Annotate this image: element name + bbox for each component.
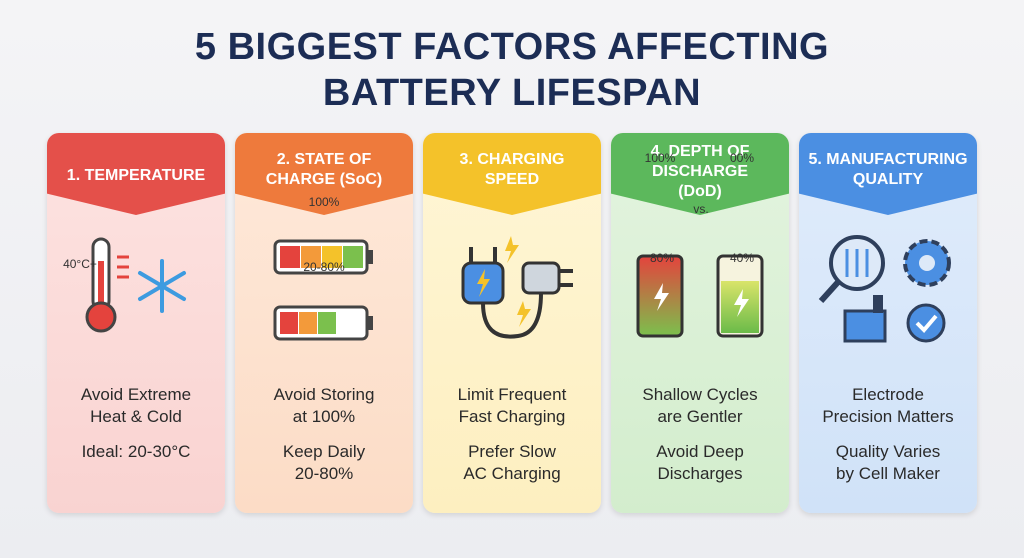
icon-label: 80% — [649, 251, 675, 265]
card-icon — [611, 221, 789, 376]
icon-label: 100% — [308, 195, 340, 209]
card-header: 3. CHARGING SPEED — [423, 133, 601, 215]
tip-text: Quality Varies — [835, 442, 941, 461]
icon-label: 100% — [644, 151, 676, 165]
header-text: 2. STATE OF — [276, 151, 372, 168]
tip-text: Electrode — [852, 385, 924, 404]
tip-text: Discharges — [657, 464, 743, 483]
card-icon — [423, 221, 601, 376]
header-text: SPEED — [484, 171, 540, 188]
tip-text: Ideal: 20-30°C — [81, 442, 191, 461]
icon-label: 00% — [729, 151, 755, 165]
tip-text: Prefer Slow — [468, 442, 556, 461]
icon-graphic — [85, 237, 186, 333]
tip-text: Avoid Deep — [656, 442, 744, 461]
header-text: CHARGE (SoC) — [265, 171, 383, 188]
header-text: 3. CHARGING — [459, 151, 565, 168]
tip-text: Fast Charging — [458, 407, 566, 426]
icon-label: vs. — [693, 202, 709, 216]
title-line: 5 BIGGEST FACTORS AFFECTING — [194, 26, 830, 68]
header-text: 5. MANUFACTURING — [808, 151, 968, 168]
icon-label: 40°C+ — [63, 257, 97, 271]
icon-graphic — [273, 239, 373, 341]
icon-graphic — [818, 235, 951, 343]
factor-card: 3. CHARGING SPEED Limit Frequent Fast Charg… — [423, 133, 601, 513]
icon-label: 20-80% — [303, 260, 345, 274]
factor-card: 1. TEMPERATURE 40°C+ Avoid Extreme Heat & C… — [47, 133, 225, 513]
card-header: 5. MANUFACTURING QUALITY — [799, 133, 977, 215]
icon-graphic — [461, 236, 573, 339]
factor-card: 4. DEPTH OF DISCHARGE (DoD) 100% 00% vs. 80% 40… — [611, 133, 789, 513]
header-text: 4. DEPTH OF — [650, 143, 750, 160]
tip-text: Keep Daily — [282, 442, 366, 461]
card-icon — [235, 221, 413, 376]
header-text: (DoD) — [678, 183, 722, 200]
tip-text: AC Charging — [463, 464, 561, 483]
tip-text: at 100% — [292, 407, 356, 426]
tip-text: Avoid Storing — [273, 385, 375, 404]
title-line: BATTERY LIFESPAN — [322, 72, 702, 114]
tip-text: Heat & Cold — [90, 407, 182, 426]
header-text: DISCHARGE — [651, 163, 748, 180]
tip-text: Precision Matters — [822, 407, 954, 426]
tip-text: Shallow Cycles — [642, 385, 758, 404]
card-icon — [799, 221, 977, 376]
tip-text: by Cell Maker — [836, 464, 940, 483]
factor-card: 2. STATE OF CHARGE (SoC) 100% 20-80% Avoid S… — [235, 133, 413, 513]
tip-text: are Gentler — [657, 407, 743, 426]
icon-graphic — [636, 254, 764, 338]
factor-card: 5. MANUFACTURING QUALITY Electrode Precisio… — [799, 133, 977, 513]
card-header: 1. TEMPERATURE — [47, 133, 225, 215]
header-text: QUALITY — [852, 171, 924, 188]
icon-label: 40% — [729, 251, 755, 265]
tip-text: Limit Frequent — [457, 385, 567, 404]
tip-text: Avoid Extreme — [80, 385, 192, 404]
tip-text: 20-80% — [294, 464, 354, 483]
card-icon — [47, 221, 225, 376]
header-text: 1. TEMPERATURE — [66, 167, 206, 184]
